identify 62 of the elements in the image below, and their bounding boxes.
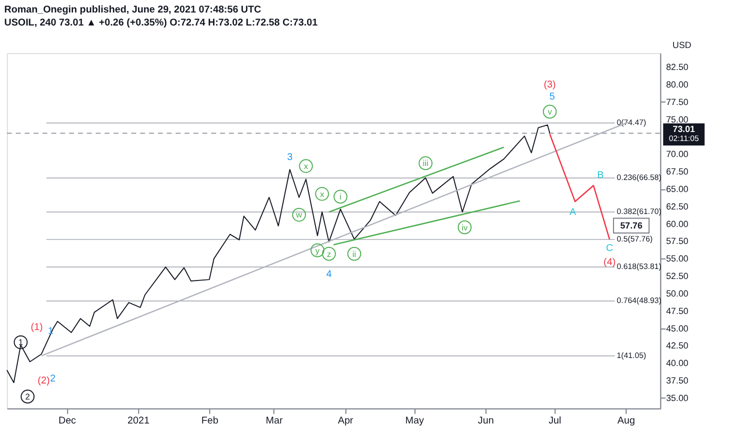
annotation: i — [340, 192, 342, 202]
y-tick-label: 65.00 — [666, 184, 688, 194]
y-tick-label: 62.50 — [666, 201, 688, 212]
y-tick-label: 57.50 — [666, 236, 688, 246]
y-tick-label: 37.50 — [666, 376, 688, 386]
annotation: (4) — [604, 257, 616, 268]
annotation: v — [548, 106, 553, 117]
annotation: x — [304, 160, 309, 171]
ref-line-label: 0.5(57.76) — [616, 234, 654, 244]
x-tick-label: Aug — [617, 416, 635, 427]
y-tick-label: 47.50 — [666, 306, 688, 316]
y-axis-title: USD — [672, 40, 692, 50]
annotation: iii — [422, 158, 428, 168]
annotation: (3) — [544, 79, 556, 90]
annotation: 5 — [549, 91, 556, 102]
x-tick-label: Dec — [58, 416, 76, 427]
chart-subtitle: USOIL, 240 73.01 ▲ +0.26 (+0.35%) O:72.74 H:73.02 L:72.58 C:73.01 — [4, 18, 318, 29]
x-tick-label: May — [405, 416, 424, 427]
annotation: 3 — [287, 152, 294, 163]
y-tick-label: 80.00 — [666, 79, 688, 90]
y-tick-label: 60.00 — [666, 218, 688, 229]
annotation: w — [295, 210, 304, 220]
annotation: C — [606, 243, 614, 254]
y-tick-label: 82.50 — [666, 62, 688, 72]
annotation: y — [315, 245, 320, 256]
y-tick-label: 45.00 — [666, 323, 688, 334]
y-tick-label: 35.00 — [666, 392, 688, 403]
annotation: 1 — [18, 337, 24, 348]
annotation: 2 — [25, 392, 30, 402]
y-tick-label: 67.50 — [666, 166, 688, 177]
annotation: (1) — [30, 322, 43, 333]
y-tick-label: 52.50 — [666, 271, 688, 282]
line-series — [549, 133, 610, 240]
y-tick-label: 50.00 — [666, 288, 688, 298]
annotation: B — [597, 170, 604, 182]
x-tick-label: Feb — [201, 416, 219, 427]
annotation: (2) — [38, 376, 50, 387]
x-tick-label: Mar — [266, 416, 284, 427]
text: 02:11:05 — [668, 134, 700, 144]
x-tick-label: 2021 — [128, 416, 150, 427]
y-tick-label: 42.50 — [666, 340, 688, 351]
annotation: iv — [462, 222, 468, 232]
annotation: A — [569, 206, 576, 218]
ref-line-label: 0(74.47) — [616, 118, 646, 128]
annotation: 4 — [326, 268, 332, 280]
y-tick-label: 75.00 — [666, 114, 688, 124]
annotation: 57.76 — [620, 220, 642, 231]
x-tick-label: Apr — [338, 416, 354, 427]
ref-line-label: 73.01 — [672, 124, 696, 134]
annotation: 2 — [50, 373, 56, 384]
annotation: ii — [352, 248, 356, 259]
y-tick-label: 40.00 — [666, 358, 688, 368]
x-tick-label: Jul — [548, 416, 562, 427]
ref-line-label: 1(41.05) — [616, 350, 646, 360]
y-tick-label: 77.50 — [666, 96, 688, 107]
annotation: x — [320, 188, 325, 199]
line-series — [6, 124, 550, 384]
y-tick-label: 55.00 — [666, 254, 688, 264]
chart-title: Roman_Onegin published, June 29, 2021 07:48:56 UTC — [4, 4, 262, 16]
annotation: z — [326, 248, 332, 259]
x-tick-label: Jun — [478, 416, 494, 427]
y-tick-label: 70.00 — [666, 149, 688, 160]
